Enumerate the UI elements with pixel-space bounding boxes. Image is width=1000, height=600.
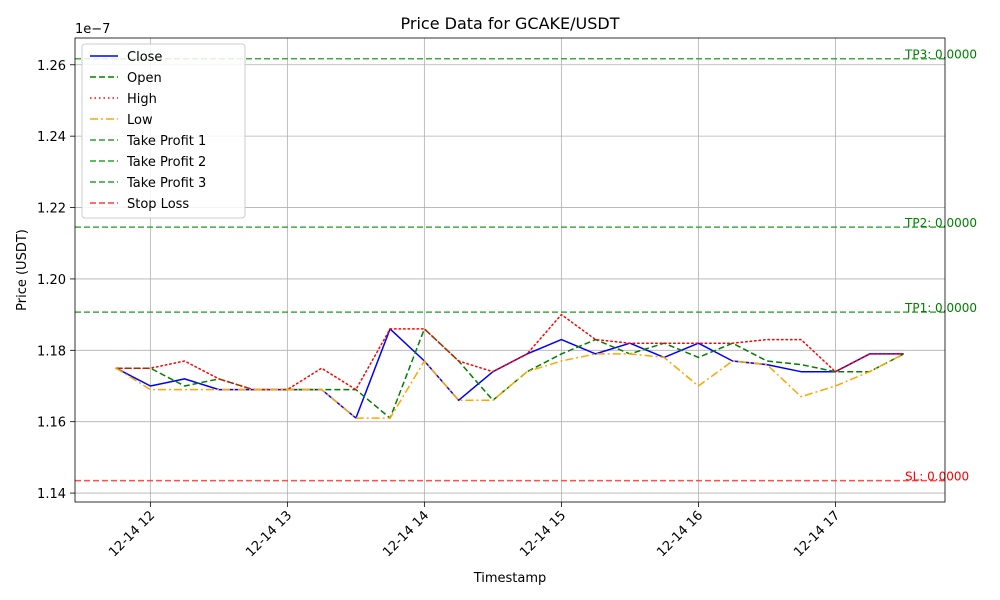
legend-box <box>81 43 246 219</box>
legend-label: Take Profit 3 <box>126 176 206 191</box>
series-line-open <box>116 328 905 419</box>
y-tick-label: 1.24 <box>37 130 66 145</box>
series-line-high <box>115 313 905 391</box>
y-tick-label: 1.26 <box>37 59 66 74</box>
level-label: TP1: 0.0000 <box>904 301 977 315</box>
y-axis-title: Price (USDT) <box>15 229 30 311</box>
x-tick-label: 12-14 13 <box>243 508 295 560</box>
legend-label: Take Profit 2 <box>126 155 206 170</box>
y-tick-label: 1.22 <box>37 202 66 217</box>
series-line-low <box>115 353 905 419</box>
series-lines <box>115 313 905 419</box>
x-axis-title: Timestamp <box>473 571 547 586</box>
legend-label: Take Profit 1 <box>126 134 206 149</box>
plot-frame <box>74 37 946 503</box>
chart-title: Price Data for GCAKE/USDT <box>401 14 620 33</box>
level-label: TP2: 0.0000 <box>904 216 977 230</box>
y-tick-label: 1.20 <box>37 273 66 288</box>
x-tick-label: 12-14 17 <box>791 508 843 560</box>
y-tick-label: 1.18 <box>37 344 66 359</box>
x-tick-label: 12-14 14 <box>380 508 432 560</box>
x-tick-label: 12-14 15 <box>517 508 569 560</box>
legend-label: Low <box>127 113 153 128</box>
x-tick-label: 12-14 12 <box>106 508 158 560</box>
legend-label: Open <box>127 71 162 86</box>
legend-label: High <box>127 92 157 107</box>
level-label: TP3: 0.0000 <box>904 48 977 62</box>
series-line-close <box>115 328 904 419</box>
legend-label: Close <box>127 50 162 65</box>
legend: Close Open High Low Take Profit 1 Take Profit… <box>81 43 246 219</box>
y-tick-label: 1.16 <box>37 416 66 431</box>
y-multiplier-label: 1e−7 <box>75 22 110 37</box>
y-tick-label: 1.14 <box>37 487 66 502</box>
level-lines: TP1: 0.0000 TP2: 0.0000 TP3: 0.0000 SL: 0.0… <box>75 48 977 484</box>
legend-label: Stop Loss <box>127 197 189 212</box>
level-label: SL: 0.0000 <box>905 470 969 484</box>
x-tick-label: 12-14 16 <box>654 508 706 560</box>
